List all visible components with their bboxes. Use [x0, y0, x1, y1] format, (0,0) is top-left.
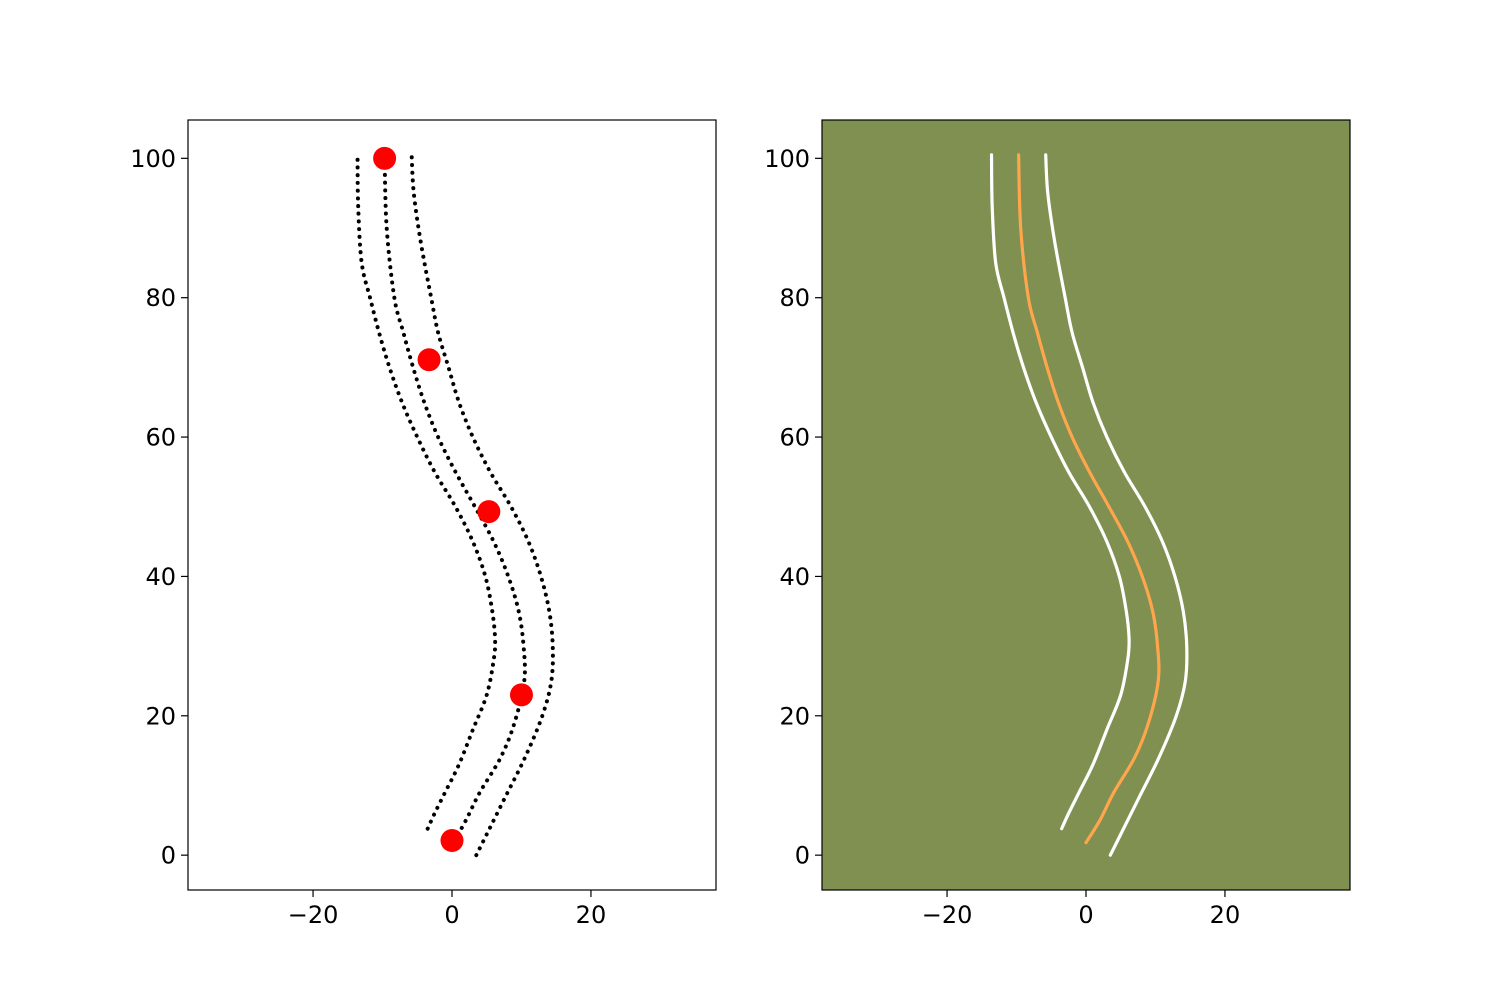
y-tick-label: 40 [779, 563, 810, 591]
y-tick-label: 80 [779, 284, 810, 312]
x-tick-label: 20 [1210, 901, 1241, 929]
y-tick-label: 40 [145, 563, 176, 591]
x-tick-label: 0 [1078, 901, 1093, 929]
right-panel: −20 0 20 0 20 40 60 80 100 [764, 119, 1351, 929]
x-tick-label: −20 [288, 901, 339, 929]
x-tick-label: 20 [576, 901, 607, 929]
plot-background [188, 120, 716, 890]
line-curve-2 [1044, 153, 1189, 857]
dotted-curve-2 [409, 154, 555, 858]
y-tick-label: 80 [145, 284, 176, 312]
y-tick-label: 20 [145, 702, 176, 730]
marker-point-3 [417, 348, 441, 372]
y-tick-label: 20 [779, 702, 810, 730]
y-tick-label: 100 [764, 145, 810, 173]
x-tick-label: −20 [922, 901, 973, 929]
y-tick-label: 60 [779, 424, 810, 452]
y-tick-label: 60 [145, 424, 176, 452]
y-tick-label: 0 [795, 842, 810, 870]
marker-point-4 [373, 146, 397, 170]
y-tick-label: 0 [161, 842, 176, 870]
left-panel: −20 0 20 0 20 40 60 80 100 [130, 119, 717, 929]
marker-point-0 [440, 829, 464, 853]
line-curve-0 [989, 153, 1131, 831]
line-curve-1 [1017, 153, 1161, 845]
marker-point-2 [477, 500, 501, 524]
y-tick-label: 100 [130, 145, 176, 173]
plot-background [822, 120, 1350, 890]
x-tick-label: 0 [444, 901, 459, 929]
marker-point-1 [509, 683, 533, 707]
